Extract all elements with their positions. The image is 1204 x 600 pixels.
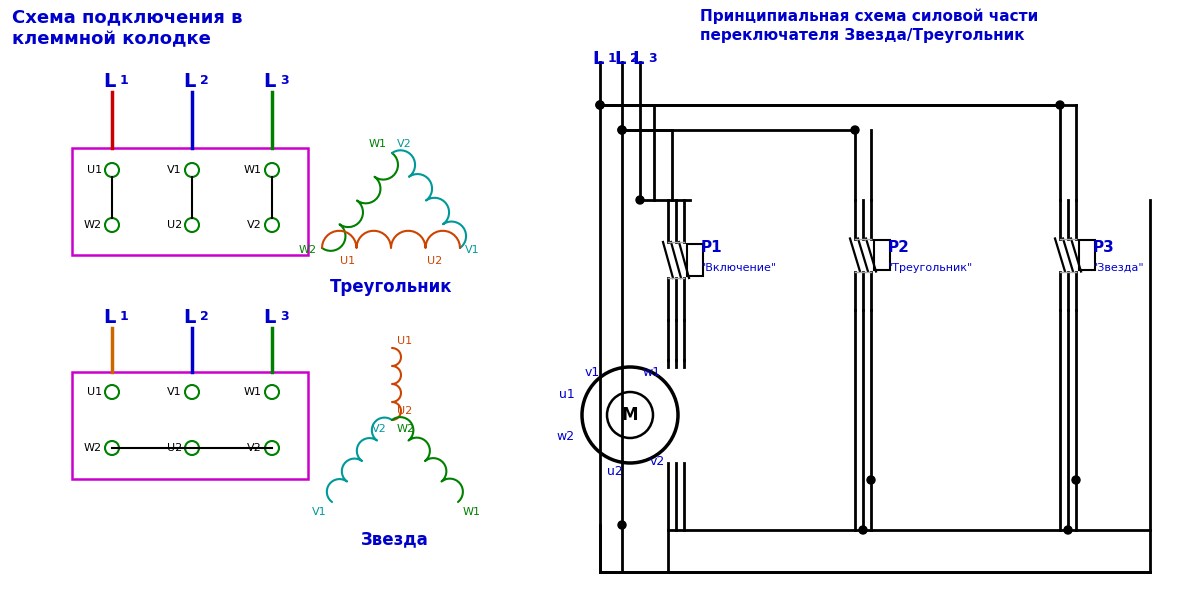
Circle shape [1064, 526, 1072, 534]
Text: v1: v1 [585, 367, 600, 379]
Circle shape [582, 367, 678, 463]
Text: U2: U2 [166, 220, 182, 230]
Circle shape [265, 163, 279, 177]
Text: "Треугольник": "Треугольник" [889, 263, 973, 273]
Text: V2: V2 [247, 443, 262, 453]
Circle shape [618, 521, 626, 529]
Circle shape [265, 441, 279, 455]
Text: 1: 1 [608, 52, 616, 65]
Text: V1: V1 [167, 165, 182, 175]
Text: переключателя Звезда/Треугольник: переключателя Звезда/Треугольник [700, 28, 1025, 43]
Text: W2: W2 [397, 424, 415, 434]
Circle shape [851, 126, 858, 134]
Bar [72, 148, 308, 255]
Text: V1: V1 [465, 245, 479, 255]
Text: 2: 2 [630, 52, 639, 65]
Text: V2: V2 [372, 424, 386, 434]
Text: клеммной колодке: клеммной колодке [12, 30, 211, 48]
Circle shape [185, 218, 199, 232]
Text: L: L [632, 50, 644, 68]
Text: w2: w2 [557, 431, 576, 443]
Text: U1: U1 [87, 387, 102, 397]
Text: U1: U1 [340, 256, 355, 266]
Text: L: L [592, 50, 603, 68]
Text: W1: W1 [464, 507, 482, 517]
Text: W1: W1 [368, 139, 386, 149]
Text: P3: P3 [1093, 241, 1115, 256]
Text: M: M [621, 406, 638, 424]
Text: Схема подключения в: Схема подключения в [12, 8, 242, 26]
Text: 2: 2 [200, 74, 208, 87]
Text: U2: U2 [166, 443, 182, 453]
Bar [72, 372, 308, 479]
Text: "Включение": "Включение" [701, 263, 777, 273]
Text: v2: v2 [650, 455, 666, 468]
Text: Треугольник: Треугольник [330, 278, 453, 296]
Text: P2: P2 [889, 241, 910, 256]
Text: U1: U1 [87, 165, 102, 175]
Circle shape [867, 476, 875, 484]
Text: L: L [262, 308, 276, 327]
Text: Принципиальная схема силовой части: Принципиальная схема силовой части [700, 8, 1038, 23]
Text: V1: V1 [312, 507, 327, 517]
Text: V1: V1 [167, 387, 182, 397]
Text: L: L [102, 72, 116, 91]
Text: "Звезда": "Звезда" [1093, 263, 1145, 273]
Bar [1079, 240, 1094, 270]
Text: 2: 2 [200, 310, 208, 323]
Circle shape [618, 126, 626, 134]
Circle shape [265, 385, 279, 399]
Circle shape [185, 385, 199, 399]
Text: 3: 3 [281, 74, 289, 87]
Text: L: L [183, 72, 195, 91]
Text: L: L [102, 308, 116, 327]
Circle shape [105, 441, 119, 455]
Text: 3: 3 [281, 310, 289, 323]
Text: w1: w1 [642, 367, 660, 379]
Text: W1: W1 [244, 165, 262, 175]
Circle shape [185, 441, 199, 455]
Text: L: L [183, 308, 195, 327]
Circle shape [105, 163, 119, 177]
Circle shape [265, 218, 279, 232]
Circle shape [185, 163, 199, 177]
Text: V2: V2 [247, 220, 262, 230]
Text: W2: W2 [299, 245, 317, 255]
Text: 3: 3 [648, 52, 656, 65]
Circle shape [1072, 476, 1080, 484]
Text: u2: u2 [607, 465, 622, 478]
Text: W2: W2 [84, 220, 102, 230]
Text: P1: P1 [701, 241, 722, 256]
Circle shape [596, 101, 604, 109]
Circle shape [618, 126, 626, 134]
Text: U2: U2 [426, 256, 442, 266]
Text: L: L [614, 50, 626, 68]
Bar [687, 244, 703, 276]
Circle shape [1056, 101, 1064, 109]
Circle shape [636, 196, 644, 204]
Text: L: L [262, 72, 276, 91]
Text: U2: U2 [397, 406, 412, 416]
Text: V2: V2 [397, 139, 412, 149]
Text: W2: W2 [84, 443, 102, 453]
Bar [874, 240, 890, 270]
Circle shape [858, 526, 867, 534]
Text: 1: 1 [120, 310, 129, 323]
Text: W1: W1 [244, 387, 262, 397]
Circle shape [596, 101, 604, 109]
Text: u1: u1 [559, 389, 576, 401]
Circle shape [105, 385, 119, 399]
Circle shape [105, 218, 119, 232]
Text: Звезда: Звезда [361, 530, 429, 548]
Text: U1: U1 [397, 336, 412, 346]
Text: 1: 1 [120, 74, 129, 87]
Circle shape [607, 392, 653, 438]
